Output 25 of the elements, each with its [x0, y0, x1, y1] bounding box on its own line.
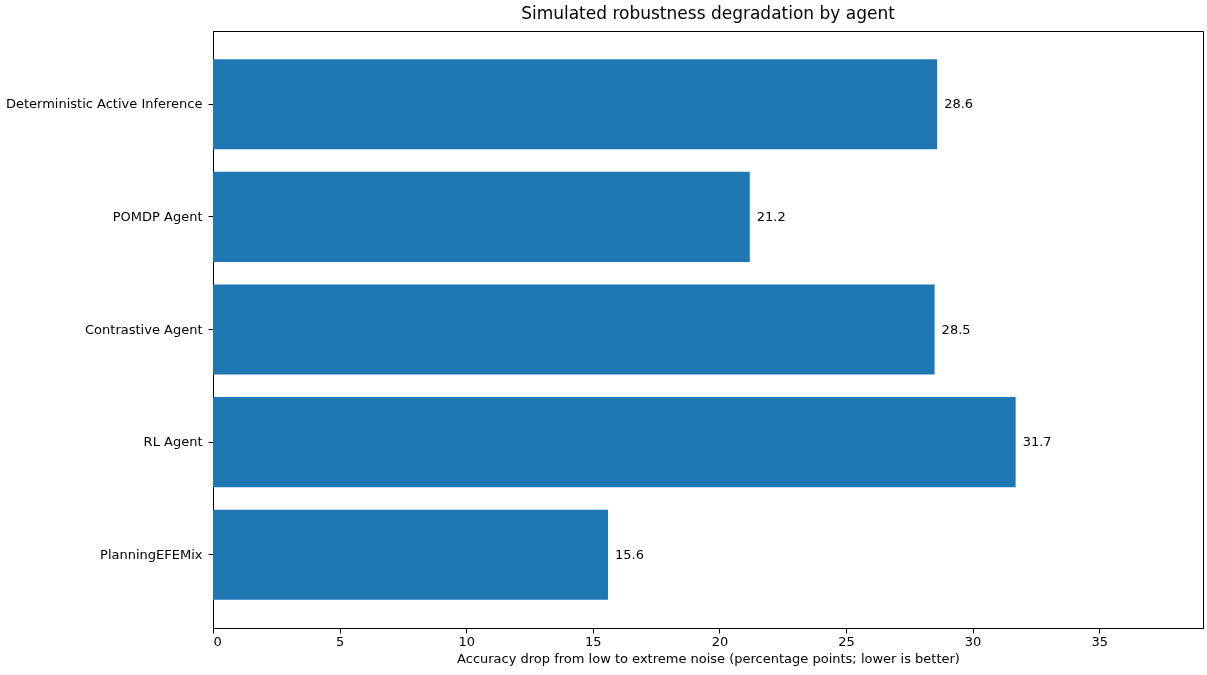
y-tick-label: Deterministic Active Inference [5, 96, 203, 112]
y-tick-label: RL Agent [143, 434, 203, 450]
y-tick-label: POMDP Agent [112, 208, 203, 224]
data-label: 28.5 [941, 321, 971, 337]
data-label: 21.2 [756, 208, 786, 224]
x-tick-label: 5 [335, 633, 345, 649]
y-tick-label: Contrastive Agent [85, 321, 203, 337]
bar [213, 284, 935, 375]
x-tick-label: 0 [213, 633, 222, 649]
x-tick-label: 25 [838, 633, 855, 649]
x-tick-label: 15 [585, 633, 602, 649]
x-tick-label: 35 [1091, 633, 1108, 649]
x-tick-label: 30 [964, 633, 982, 649]
bar [213, 397, 1016, 488]
x-axis-title: Accuracy drop from low to extreme noise (percentage points; lower is better) [457, 650, 960, 666]
data-label: 15.6 [614, 546, 644, 562]
bar [213, 171, 750, 262]
bar [213, 59, 938, 150]
y-tick-label: PlanningEFEMix [100, 546, 203, 562]
bar [213, 509, 608, 600]
data-label: 31.7 [1022, 434, 1052, 450]
chart-title: Simulated robustness degradation by agent [521, 3, 896, 23]
data-label: 28.6 [944, 96, 974, 112]
x-tick-label: 10 [458, 633, 475, 649]
x-tick-label: 20 [711, 633, 729, 649]
